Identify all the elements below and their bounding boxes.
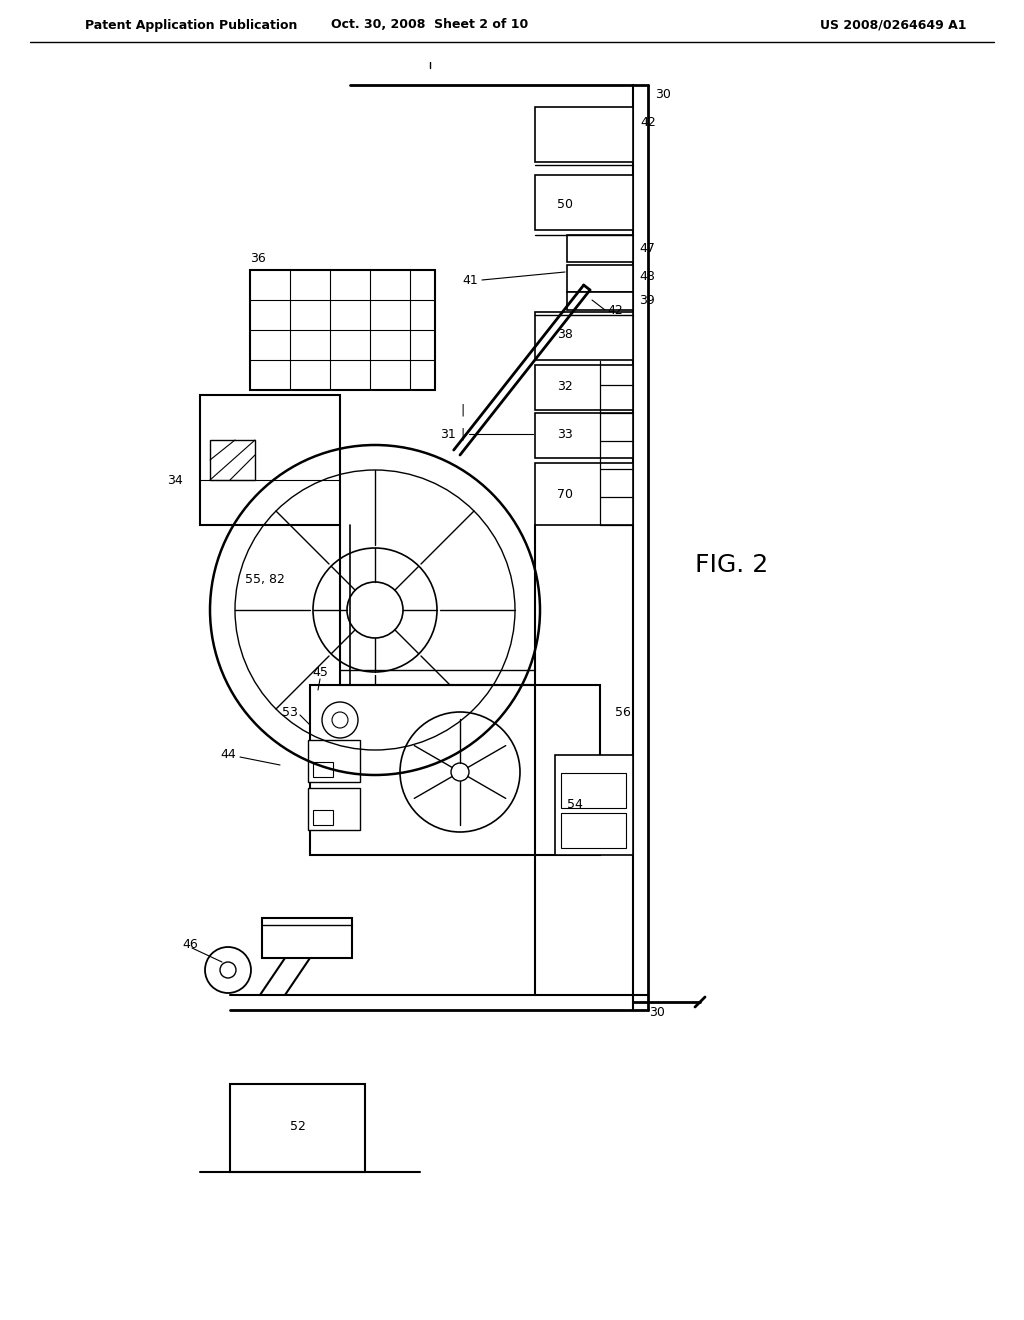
Text: FIG. 2: FIG. 2 bbox=[695, 553, 768, 577]
Text: 45: 45 bbox=[312, 665, 328, 678]
Bar bbox=[535, 176, 633, 230]
Bar bbox=[535, 312, 633, 360]
Bar bbox=[262, 917, 352, 958]
Text: 36: 36 bbox=[250, 252, 266, 264]
Bar bbox=[561, 774, 626, 808]
Text: 32: 32 bbox=[557, 380, 572, 393]
Text: 33: 33 bbox=[557, 429, 572, 441]
Text: 56: 56 bbox=[615, 705, 631, 718]
Bar bbox=[200, 395, 340, 525]
Text: 42: 42 bbox=[607, 304, 623, 317]
Text: 38: 38 bbox=[557, 329, 573, 342]
Bar bbox=[310, 685, 600, 855]
Text: 53: 53 bbox=[282, 705, 298, 718]
Text: |: | bbox=[460, 428, 464, 441]
Bar bbox=[250, 271, 435, 389]
Bar bbox=[567, 265, 633, 292]
Text: 30: 30 bbox=[655, 88, 671, 102]
Text: 42: 42 bbox=[640, 116, 656, 128]
Text: 52: 52 bbox=[290, 1121, 306, 1134]
Text: 50: 50 bbox=[557, 198, 573, 211]
Bar bbox=[567, 292, 633, 310]
Text: 54: 54 bbox=[567, 799, 583, 812]
Text: 46: 46 bbox=[182, 939, 198, 952]
Bar bbox=[535, 463, 633, 525]
Bar bbox=[230, 1084, 365, 1172]
Bar bbox=[535, 366, 633, 411]
Bar bbox=[561, 813, 626, 847]
Text: 34: 34 bbox=[167, 474, 183, 487]
Text: 39: 39 bbox=[639, 293, 655, 306]
Bar bbox=[555, 755, 633, 855]
Bar bbox=[308, 741, 360, 781]
Text: 44: 44 bbox=[220, 748, 236, 762]
Text: 70: 70 bbox=[557, 487, 573, 500]
Bar bbox=[535, 107, 633, 162]
Text: Oct. 30, 2008  Sheet 2 of 10: Oct. 30, 2008 Sheet 2 of 10 bbox=[332, 18, 528, 32]
Bar bbox=[313, 810, 333, 825]
Text: Patent Application Publication: Patent Application Publication bbox=[85, 18, 297, 32]
Text: 31: 31 bbox=[440, 428, 456, 441]
Bar bbox=[313, 762, 333, 777]
Bar bbox=[535, 413, 633, 458]
Text: 30: 30 bbox=[649, 1006, 665, 1019]
Text: 55, 82: 55, 82 bbox=[245, 573, 285, 586]
Bar bbox=[308, 788, 360, 830]
Text: 41: 41 bbox=[462, 273, 478, 286]
Bar bbox=[567, 235, 633, 261]
Text: 47: 47 bbox=[639, 242, 655, 255]
Bar bbox=[210, 440, 255, 480]
Text: 48: 48 bbox=[639, 271, 655, 284]
Text: US 2008/0264649 A1: US 2008/0264649 A1 bbox=[820, 18, 967, 32]
Text: |: | bbox=[460, 404, 464, 417]
